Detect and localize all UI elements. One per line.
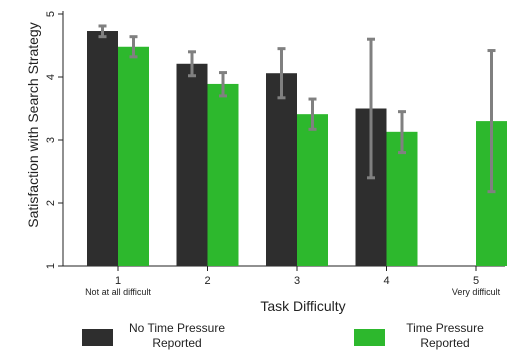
- y-tick-label: 5: [45, 11, 57, 17]
- y-tick-label: 1: [45, 263, 57, 269]
- legend-swatch: [354, 329, 385, 346]
- bar-time-pressure: [207, 83, 239, 267]
- legend-label-line1: No Time Pressure: [129, 321, 225, 335]
- legend-label-line2: Reported: [420, 336, 469, 350]
- bar-no-time-pressure: [87, 31, 118, 267]
- x-tick-sublabel: Very difficult: [452, 287, 501, 297]
- x-tick-label: 5: [473, 275, 479, 287]
- y-tick-label: 4: [45, 74, 57, 80]
- y-tick-label: 3: [45, 137, 57, 143]
- bar-no-time-pressure: [266, 73, 297, 266]
- x-tick-label: 4: [383, 275, 389, 287]
- x-tick-label: 2: [204, 275, 210, 287]
- bar-time-pressure: [386, 131, 418, 266]
- x-tick-label: 1: [115, 275, 121, 287]
- x-tick-label: 3: [294, 275, 300, 287]
- bar-time-pressure: [297, 114, 328, 266]
- x-axis-title: Task Difficulty: [260, 298, 345, 314]
- legend-label-line1: Time Pressure: [406, 321, 484, 335]
- bar-no-time-pressure: [176, 63, 208, 266]
- x-tick-sublabel: Not at all difficult: [85, 287, 151, 297]
- legend-label-line2: Reported: [152, 336, 201, 350]
- y-tick-label: 2: [45, 200, 57, 206]
- y-axis-title: Satisfaction with Search Strategy: [25, 22, 41, 227]
- legend-swatch: [82, 329, 113, 346]
- bar-time-pressure: [118, 46, 149, 267]
